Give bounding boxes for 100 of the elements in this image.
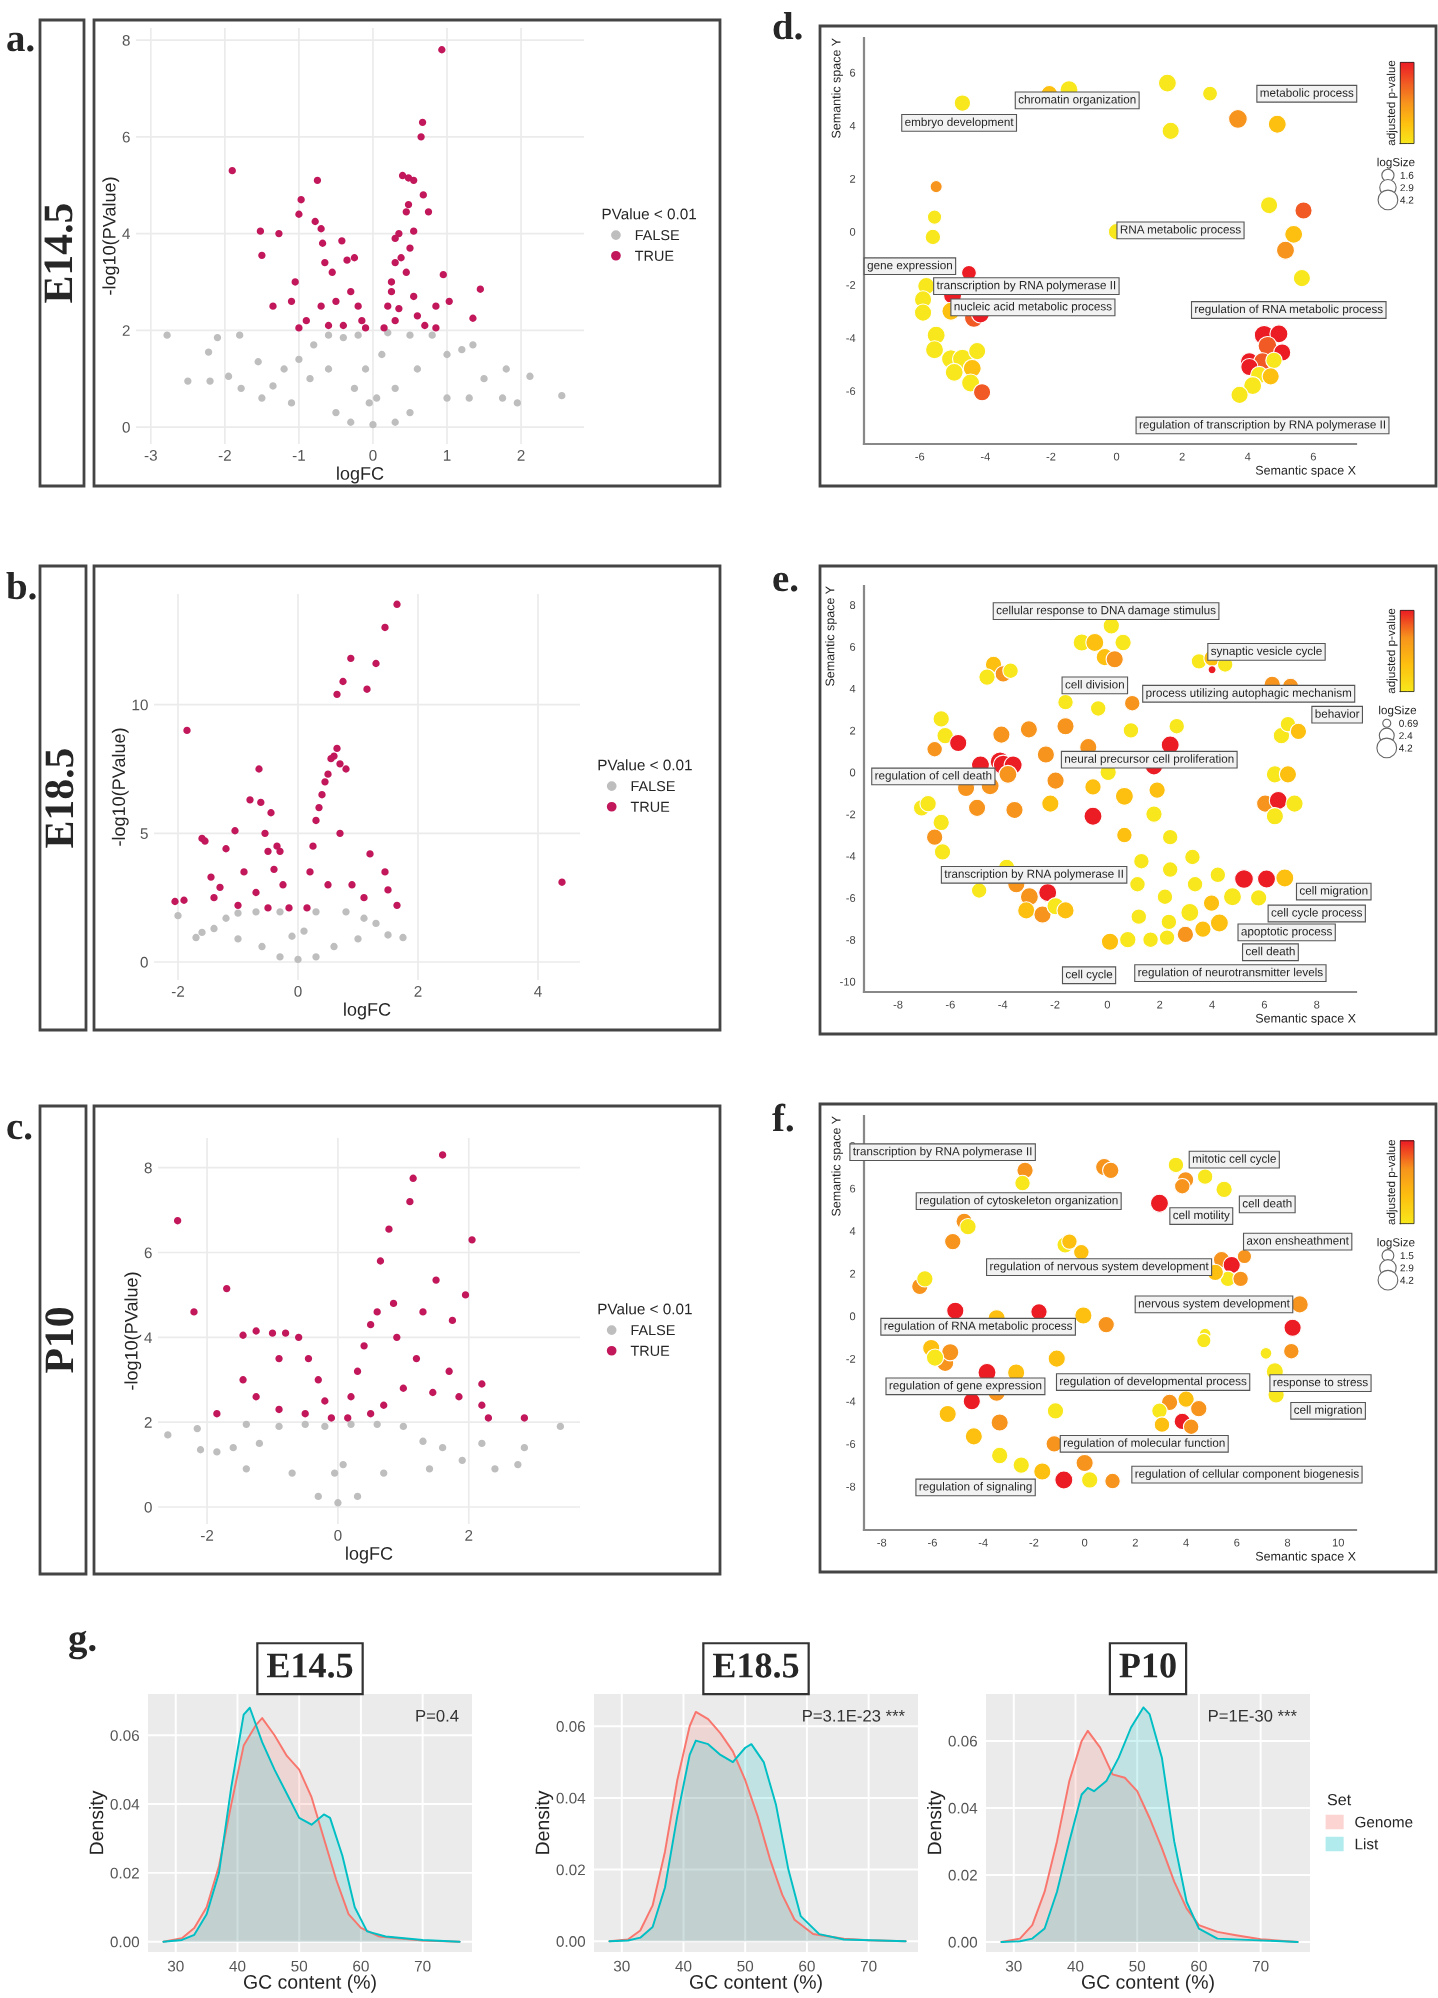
point [313, 176, 322, 185]
point [360, 893, 368, 902]
point [204, 348, 213, 356]
point [478, 1380, 486, 1388]
point [291, 278, 299, 286]
x-axis-title: GC content (%) [689, 1974, 822, 1993]
point [384, 931, 392, 939]
annotation: P=1E-30 *** [1208, 1709, 1297, 1722]
point [306, 868, 314, 876]
point [417, 133, 425, 141]
point [196, 1446, 205, 1454]
point [445, 297, 453, 305]
point [391, 234, 399, 243]
point [330, 1469, 339, 1477]
point [347, 1420, 355, 1428]
point [231, 827, 239, 835]
point [438, 1443, 447, 1452]
point [391, 316, 399, 325]
text: b. [6, 572, 36, 600]
point [369, 420, 377, 429]
point [556, 1422, 565, 1431]
point [324, 331, 333, 339]
point [373, 1308, 381, 1316]
point [347, 418, 355, 426]
point [338, 237, 346, 245]
point [395, 229, 403, 238]
point [491, 1465, 499, 1473]
point [343, 256, 351, 264]
point [321, 1397, 329, 1405]
point [469, 341, 477, 349]
point [410, 176, 418, 185]
y-axis-title: Density [535, 1790, 554, 1854]
point [240, 868, 248, 876]
x-axis-title: GC content (%) [1081, 1974, 1214, 1993]
chart-title: E18.5 [712, 1653, 799, 1678]
point [393, 600, 401, 608]
point [372, 919, 380, 928]
point [328, 268, 336, 276]
point [410, 292, 418, 301]
point [334, 1499, 342, 1507]
point [285, 904, 293, 912]
text: d. [773, 12, 802, 40]
point [173, 1217, 182, 1225]
point [429, 1388, 437, 1397]
point [445, 1367, 453, 1375]
point [480, 375, 488, 383]
point [366, 1410, 375, 1418]
point [234, 935, 242, 943]
point [350, 254, 359, 262]
point [458, 346, 466, 354]
point [261, 829, 269, 837]
point [358, 316, 366, 325]
point [526, 372, 534, 380]
point [295, 355, 303, 364]
point [366, 1320, 375, 1329]
text: g. [69, 1630, 96, 1660]
point [258, 942, 266, 951]
point [321, 258, 329, 267]
point [264, 904, 272, 912]
point [380, 324, 388, 332]
point [207, 873, 215, 881]
point [242, 1420, 250, 1428]
point [498, 394, 507, 402]
point [192, 933, 200, 942]
point [389, 1299, 398, 1308]
point [393, 1333, 401, 1342]
point [395, 304, 403, 313]
point [229, 1443, 237, 1452]
point [315, 803, 323, 812]
point [387, 287, 396, 296]
point [330, 942, 338, 951]
point [327, 1414, 336, 1422]
point [391, 258, 399, 267]
point [339, 321, 348, 330]
point [336, 760, 344, 768]
point [391, 384, 399, 393]
point [419, 191, 427, 199]
point [360, 914, 368, 922]
point [267, 809, 275, 817]
point [306, 375, 314, 383]
point [270, 865, 278, 874]
point [336, 829, 344, 837]
text: c. [7, 1120, 32, 1140]
point [406, 1197, 414, 1206]
point [297, 196, 305, 204]
point [302, 316, 310, 325]
point [164, 1431, 172, 1439]
point [193, 1424, 201, 1433]
point [353, 1492, 362, 1501]
point [252, 908, 260, 916]
point [347, 654, 355, 663]
point [276, 908, 284, 916]
point [276, 953, 284, 961]
point [360, 1342, 368, 1350]
point [376, 1257, 385, 1265]
point [210, 893, 218, 902]
point [206, 377, 214, 385]
point [237, 384, 245, 393]
point [443, 394, 451, 402]
point [311, 217, 319, 226]
